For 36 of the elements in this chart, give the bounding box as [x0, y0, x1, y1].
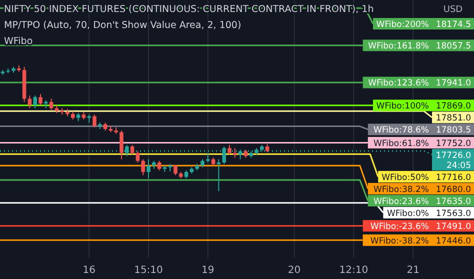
ref-line-label: 17726.0 24:05 [436, 150, 471, 171]
ref-line-label: WFibo:0% 17563.0 [387, 208, 471, 219]
x-tick-label: 16 [82, 265, 96, 276]
x-tick-label: 21 [406, 265, 420, 276]
candlestick [141, 158, 145, 176]
candlestick [157, 160, 162, 171]
y-axis-title: USD [443, 5, 463, 15]
candlestick [28, 95, 32, 109]
candlestick [174, 164, 178, 176]
candlestick [130, 144, 134, 155]
candlestick [38, 93, 42, 106]
ref-line-label: WFibo:78.6% 17803.5 [374, 126, 471, 136]
candlestick [49, 98, 54, 110]
ref-line-label: WFibo:-38.2% 17446.0 [370, 236, 471, 246]
ref-line-label: WFibo:123.6% 17941.0 [368, 78, 471, 89]
ref-line-label: WFibo:100% 17869.0 [376, 102, 471, 112]
ref-line-label: WFibo:-23.6% 17491.0 [370, 222, 471, 232]
ref-line-label: WFibo:38.2% 17680.0 [374, 184, 471, 195]
ref-line-label: WFibo:50% 17716.0 [382, 172, 471, 183]
candlestick [146, 158, 150, 179]
candlestick [136, 150, 140, 163]
x-tick-label: 15:10 [134, 265, 163, 276]
ref-line-label: WFibo:23.6% 17635.0 [374, 196, 471, 207]
candlestick [228, 144, 232, 155]
candlestick [92, 114, 96, 128]
candlestick [33, 95, 37, 109]
x-tick-label: 19 [202, 265, 214, 276]
ref-line-label: WFibo:161.8% 18057.5 [368, 42, 471, 52]
x-tick-label: 20 [288, 265, 301, 276]
annotation: WFibo [4, 36, 33, 47]
ref-line-label: WFibo:200% 18174.5 [376, 20, 471, 30]
candlestick [233, 148, 237, 158]
ref-line-label: 17851.0 [436, 114, 471, 124]
candlestick [120, 130, 124, 160]
ref-line-label: WFibo:61.8% 17752.0 [374, 138, 471, 149]
x-tick-label: 12:10 [339, 265, 368, 276]
